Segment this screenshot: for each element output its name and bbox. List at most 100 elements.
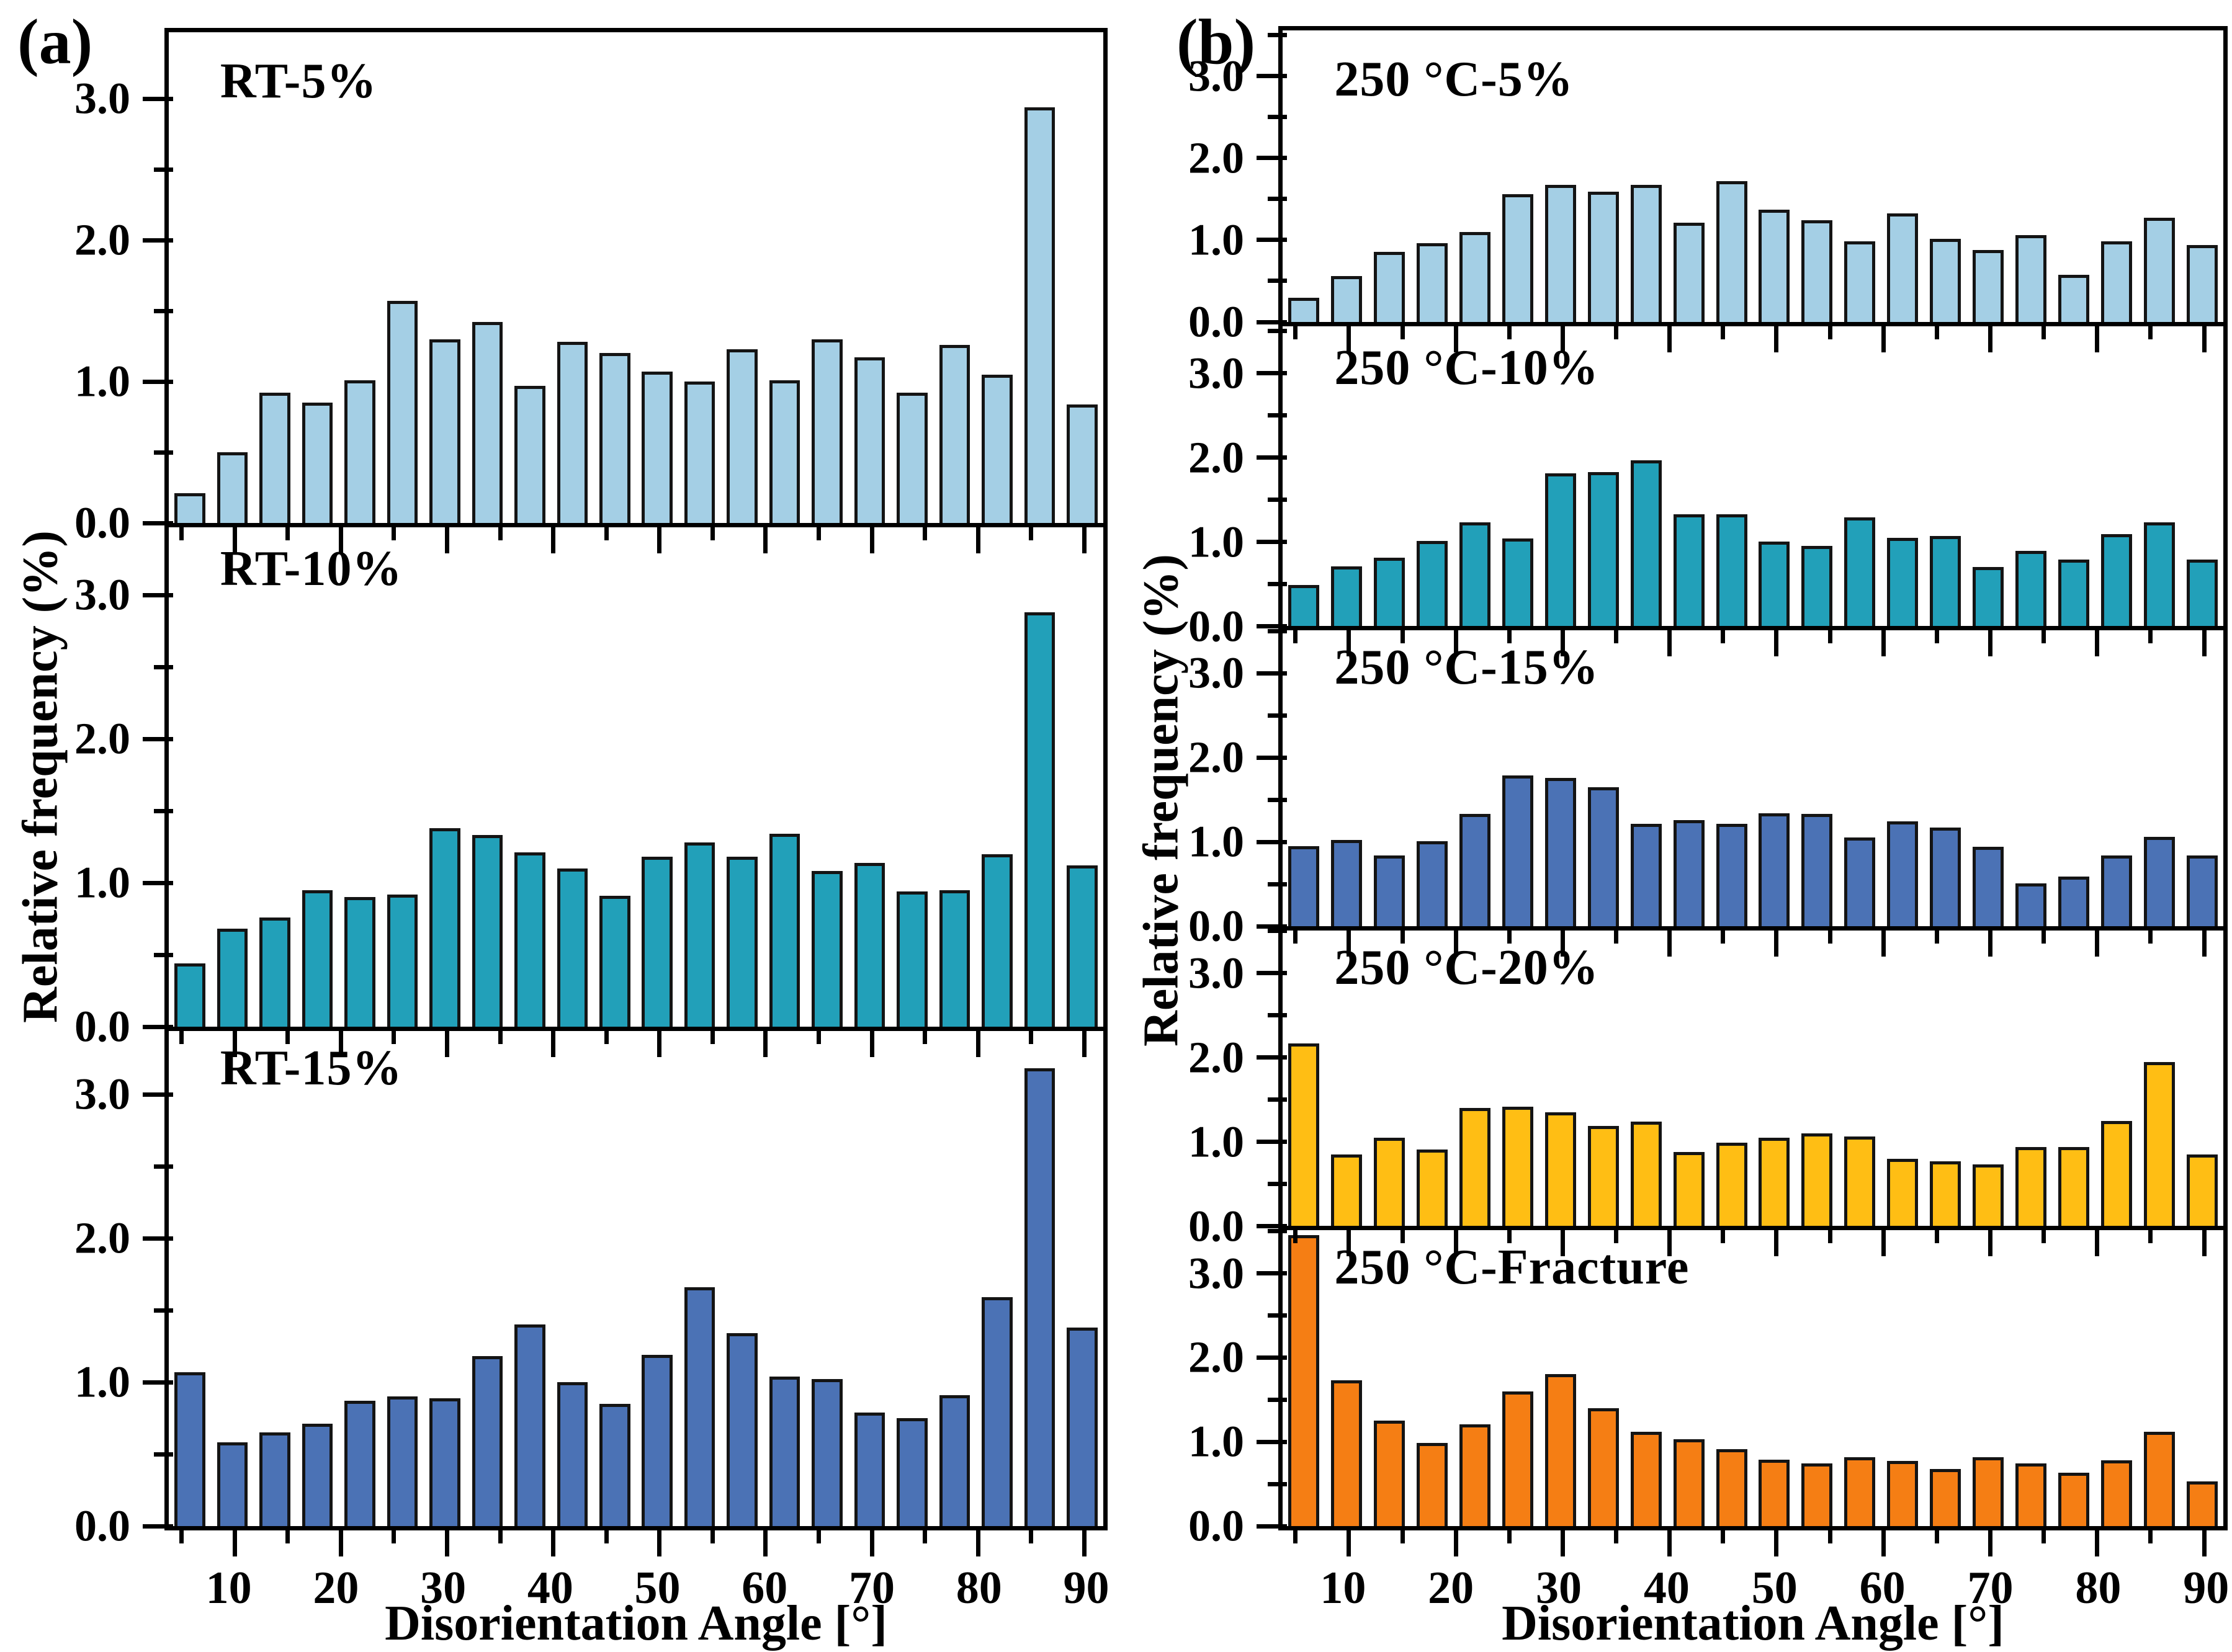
bar <box>1374 558 1405 627</box>
bar <box>1716 1449 1747 1526</box>
bar <box>599 353 630 523</box>
y-axis-major-tick <box>1257 1355 1287 1360</box>
x-axis-major-tick <box>1453 626 1458 657</box>
x-axis-minor-tick <box>710 1526 715 1543</box>
x-axis-minor-tick <box>1934 926 1939 944</box>
bar <box>897 1418 928 1526</box>
x-axis-major-tick <box>1453 1226 1458 1257</box>
x-axis-major-tick <box>657 1526 662 1556</box>
bar <box>1801 546 1833 627</box>
bar <box>1930 1161 1961 1226</box>
bar <box>1331 566 1363 627</box>
x-axis-minor-tick <box>2148 926 2153 944</box>
y-axis-major-tick <box>143 1380 173 1385</box>
bar <box>1844 517 1876 627</box>
y-axis-major-tick <box>143 592 173 597</box>
y-axis-major-tick <box>1257 238 1287 243</box>
bar <box>174 493 206 523</box>
bar <box>1502 775 1533 926</box>
bar <box>1288 1235 1320 1526</box>
x-axis-major-tick <box>444 1526 449 1556</box>
y-axis-minor-tick <box>1268 498 1287 502</box>
x-tick-label: 90 <box>1063 1563 1109 1614</box>
bar <box>1887 537 1919 627</box>
y-tick-label: 2.0 <box>1188 1332 1244 1382</box>
bar <box>769 1376 800 1526</box>
x-axis-minor-tick <box>285 1027 290 1044</box>
y-axis-minor-tick <box>1268 33 1287 38</box>
y-axis-minor-tick <box>1268 1097 1287 1102</box>
bar <box>217 452 248 523</box>
x-axis-major-tick <box>1774 626 1779 657</box>
bar <box>727 857 758 1027</box>
bar <box>642 372 673 523</box>
x-axis-minor-tick <box>1614 926 1619 944</box>
bar <box>1759 813 1790 926</box>
bar <box>1630 1121 1662 1226</box>
y-tick-label: 1.0 <box>1188 517 1244 567</box>
y-axis-major-tick <box>1257 74 1287 79</box>
y-axis-minor-tick <box>1268 279 1287 284</box>
x-axis-minor-tick <box>1293 321 1298 339</box>
bar <box>642 1354 673 1526</box>
x-axis-minor-tick <box>498 1526 503 1543</box>
y-axis-minor-tick <box>154 308 173 313</box>
bar <box>812 339 843 523</box>
y-axis-major-tick <box>143 1024 173 1029</box>
bar <box>429 828 460 1027</box>
bar <box>2100 534 2132 627</box>
panel-250-c-20-: 250 °C-20% 0.0 1.0 2.0 3.0 <box>1188 926 2228 1257</box>
x-axis-minor-tick <box>1934 1226 1939 1244</box>
bar <box>217 1442 248 1526</box>
bar <box>684 382 715 523</box>
x-axis-minor-tick <box>2042 1226 2046 1244</box>
x-axis-minor-tick <box>1827 626 1832 644</box>
bar <box>1544 1374 1576 1526</box>
y-tick-label: 0.0 <box>1188 1501 1244 1551</box>
x-axis-minor-tick <box>1721 926 1726 944</box>
x-axis-minor-tick <box>2042 321 2046 339</box>
x-axis-minor-tick <box>1400 626 1405 644</box>
y-axis-major-tick <box>143 96 173 101</box>
x-tick-label: 40 <box>527 1563 573 1614</box>
y-axis-minor-tick <box>154 952 173 957</box>
x-axis-minor-tick <box>1507 926 1512 944</box>
x-axis-major-tick <box>2202 926 2207 957</box>
bar <box>1288 1043 1320 1226</box>
bar <box>1673 514 1705 627</box>
x-axis-minor-tick <box>710 1027 715 1044</box>
y-axis-minor-tick <box>154 1452 173 1457</box>
x-tick-label: 90 <box>2183 1563 2230 1614</box>
y-axis-minor-tick <box>1268 582 1287 587</box>
x-axis-major-tick <box>1082 1526 1087 1556</box>
x-axis-minor-tick <box>816 523 821 540</box>
x-axis-minor-tick <box>179 523 184 540</box>
x-axis-minor-tick <box>1507 321 1512 339</box>
x-axis-major-tick <box>657 1027 662 1057</box>
x-axis-minor-tick <box>1293 626 1298 644</box>
x-axis-major-tick <box>1560 321 1565 352</box>
bar <box>854 1412 885 1526</box>
bar <box>1459 814 1491 926</box>
y-tick-label: 2.0 <box>1188 1032 1244 1083</box>
panel-250-c-fracture: 250 °C-Fracture 0.0 1.0 2.0 3.0 <box>1188 1226 2228 1556</box>
bar <box>1024 107 1055 523</box>
bar <box>1759 1459 1790 1526</box>
bar <box>1288 846 1320 926</box>
y-axis-major-tick <box>143 1092 173 1097</box>
bar <box>982 1297 1013 1526</box>
x-axis-major-tick <box>1881 626 1886 657</box>
bar <box>1024 612 1055 1027</box>
x-axis-minor-tick <box>923 1526 928 1543</box>
x-axis-minor-tick <box>816 1526 821 1543</box>
bar <box>1759 209 1790 322</box>
bar <box>897 891 928 1027</box>
y-axis-minor-tick <box>1268 1481 1287 1486</box>
bar <box>1973 847 2004 926</box>
y-axis-minor-tick <box>1268 329 1287 334</box>
y-tick-label: 1.0 <box>74 356 130 406</box>
bar <box>854 357 885 523</box>
x-tick-label: 40 <box>1643 1563 1690 1614</box>
bar <box>174 963 206 1027</box>
x-tick-label: 10 <box>1320 1563 1366 1614</box>
